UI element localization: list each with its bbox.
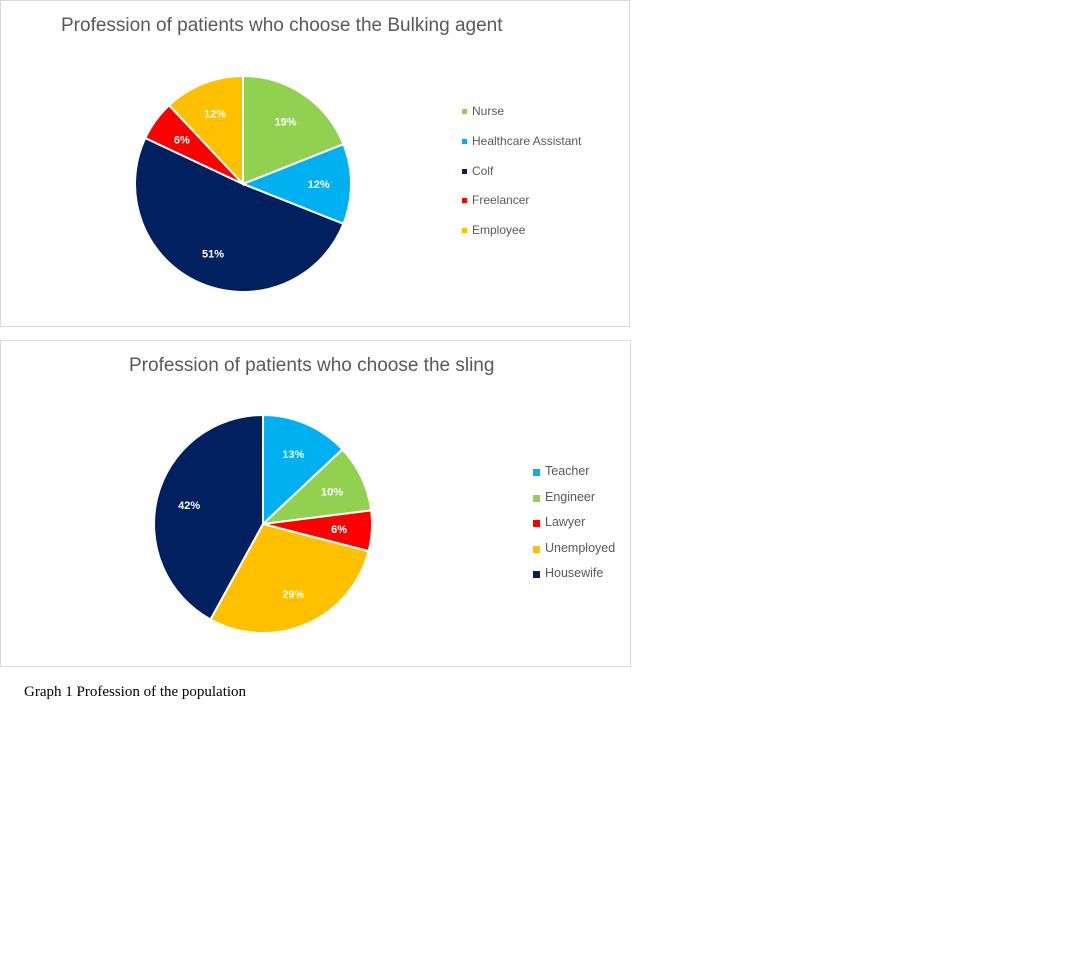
data-label: 10% (321, 487, 343, 499)
legend-swatch (462, 228, 467, 234)
legend-label: Freelancer (472, 193, 530, 208)
legend-swatch (462, 138, 467, 144)
data-label: 29% (282, 589, 304, 601)
data-label: 12% (204, 109, 226, 121)
chart-title: Profession of patients who choose the Bu… (61, 15, 503, 36)
pie-chart: 13% 10% 6% 29% 42% (153, 413, 373, 634)
pie-slice-healthcare-assistant (240, 142, 353, 226)
data-label: 13% (282, 449, 304, 461)
legend-swatch (533, 469, 540, 476)
pie-slice-teacher (262, 413, 344, 527)
figure-caption: Graph 1 Profession of the population (24, 684, 247, 700)
chart-title: Profession of patients who choose the sl… (129, 355, 495, 376)
bulking-agent-chart: Profession of patients who choose the Bu… (0, 0, 630, 327)
pie-slice-employee (167, 74, 244, 187)
legend-label: Engineer (545, 489, 596, 504)
legend-swatch (533, 520, 540, 528)
pie-slice-unemployed (209, 522, 370, 634)
legend-swatch (462, 198, 467, 204)
pie-chart: 19% 12% 51% 6% 12% (134, 74, 353, 293)
legend-label: Teacher (545, 464, 590, 478)
legend-label: Colf (472, 163, 494, 178)
pie-slice-housewife (153, 413, 264, 621)
legend-label: Unemployed (545, 540, 616, 555)
data-label: 42% (178, 500, 200, 512)
data-label: 19% (274, 117, 296, 129)
pie-slice-nurse (242, 74, 345, 186)
legend-label: Healthcare Assistant (472, 133, 582, 148)
data-label: 51% (202, 248, 224, 260)
legend-label: Employee (472, 223, 526, 238)
legend-swatch (533, 545, 540, 553)
legend-swatch (462, 168, 467, 174)
legend-swatch (533, 494, 540, 502)
data-label: 12% (308, 179, 330, 191)
legend-swatch (462, 109, 467, 114)
legend-label: Housewife (545, 566, 604, 581)
legend-swatch (533, 571, 540, 579)
legend-label: Lawyer (545, 515, 586, 530)
data-label: 6% (331, 524, 347, 536)
sling-chart: Profession of patients who choose the sl… (0, 340, 631, 667)
data-label: 6% (174, 135, 190, 147)
pie-slice-colf (134, 136, 345, 293)
legend-label: Nurse (472, 104, 505, 118)
